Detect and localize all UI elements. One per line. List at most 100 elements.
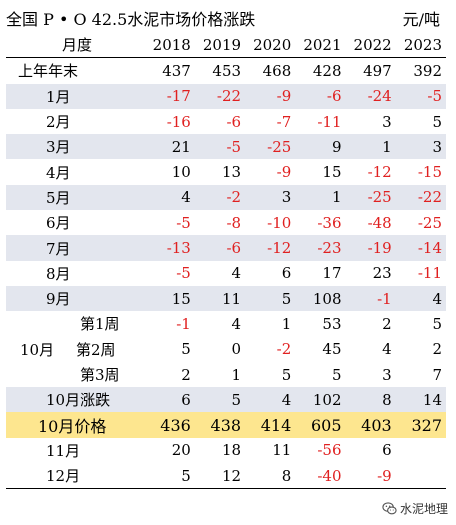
- value-cell: 6: [382, 441, 392, 460]
- value-cell: 12: [194, 463, 246, 490]
- row-label: 1月: [6, 83, 145, 109]
- value-cell: -11: [317, 112, 342, 131]
- value-cell: 1: [281, 314, 292, 333]
- value-cell: 6: [281, 264, 292, 283]
- value-cell: 11: [194, 285, 246, 312]
- value-cell: -12: [245, 235, 296, 261]
- value-cell: 53: [322, 314, 342, 333]
- value-cell: 9: [295, 134, 346, 160]
- table-row: 11月 20 18 11 -56 6: [6, 438, 446, 463]
- value-cell: 3: [245, 184, 296, 211]
- header-row: 月度 2018 2019 2020 2021 2022 2023: [6, 32, 446, 59]
- value-cell: -9: [245, 83, 296, 109]
- watermark: 水泥地理: [382, 500, 448, 517]
- value-cell: 4: [231, 264, 242, 283]
- value-cell: -5: [395, 83, 446, 109]
- table-row: 8月 -5 4 6 17 23 -11: [6, 261, 446, 286]
- table-row: 2月 -16 -6 -7 -11 3 5: [6, 109, 446, 134]
- row-label: 3月: [6, 134, 145, 160]
- year-header: 2018: [144, 32, 195, 59]
- value-cell: -23: [295, 235, 346, 261]
- year-header: 2023: [395, 32, 446, 59]
- value-cell: -48: [367, 213, 392, 232]
- row-label: 第1周: [80, 315, 120, 334]
- value-cell: 3: [395, 134, 446, 160]
- value-cell: 428: [312, 61, 342, 80]
- value-cell: 45: [322, 340, 342, 359]
- value-cell: 15: [144, 285, 195, 312]
- value-cell: [395, 463, 446, 490]
- value-cell: -6: [295, 83, 346, 109]
- value-cell: 0: [231, 340, 242, 359]
- value-cell: -25: [245, 134, 296, 160]
- table-title: 全国 P • O 42.5水泥市场价格涨跌: [6, 10, 256, 29]
- value-cell: -12: [367, 163, 392, 182]
- value-cell: 5: [144, 463, 195, 490]
- value-cell: 438: [194, 412, 246, 438]
- value-cell: 4: [144, 184, 195, 211]
- watermark-text: 水泥地理: [399, 502, 448, 516]
- value-cell: -5: [176, 264, 191, 283]
- row-label: 11月: [46, 441, 81, 460]
- table-row: 7月 -13 -6 -12 -23 -19 -14: [6, 235, 446, 261]
- value-cell: 392: [413, 61, 442, 80]
- month-column-header: 月度: [6, 32, 145, 59]
- value-cell: 1: [345, 134, 396, 160]
- value-cell: -25: [417, 213, 442, 232]
- value-cell: 13: [221, 163, 242, 182]
- unit-label: 元/吨: [402, 10, 440, 29]
- value-cell: 23: [372, 264, 392, 283]
- row-label: 第3周: [80, 366, 120, 384]
- value-cell: 4: [395, 285, 446, 312]
- value-cell: 2: [432, 340, 442, 359]
- value-cell: 2: [181, 365, 191, 384]
- value-cell: 1: [295, 184, 346, 211]
- wechat-icon: [382, 502, 397, 515]
- year-header: 2019: [194, 32, 246, 59]
- value-cell: -56: [317, 441, 342, 460]
- value-cell: 437: [162, 61, 191, 80]
- value-cell: 8: [245, 463, 296, 490]
- value-cell: -5: [176, 213, 191, 232]
- value-cell: 5: [432, 314, 442, 333]
- value-cell: 5: [281, 365, 292, 384]
- value-cell: 1: [231, 365, 242, 384]
- value-cell: -9: [345, 463, 396, 490]
- value-cell: 11: [272, 441, 292, 460]
- value-cell: 4: [245, 387, 296, 413]
- value-cell: 468: [262, 61, 292, 80]
- row-label: 10月价格: [6, 412, 145, 438]
- table-row: 上年年末 437 453 468 428 497 392: [6, 58, 446, 84]
- value-cell: 108: [295, 285, 346, 312]
- value-cell: -2: [194, 184, 246, 211]
- table-row: 12月 5 12 8 -40 -9: [6, 463, 446, 490]
- value-cell: 403: [345, 412, 396, 438]
- value-cell: -14: [395, 235, 446, 261]
- year-header: 2020: [245, 32, 296, 59]
- row-label: 10月涨跌: [6, 387, 145, 413]
- value-cell: 3: [382, 365, 392, 384]
- price-change-table: 月度 2018 2019 2020 2021 2022 2023 上年年末 437…: [6, 32, 446, 490]
- value-cell: 18: [221, 441, 242, 460]
- value-cell: 4: [382, 340, 392, 359]
- row-label: 2月: [46, 113, 71, 132]
- table-row: 4月 10 13 -9 15 -12 -15: [6, 159, 446, 184]
- value-cell: 14: [395, 387, 446, 413]
- value-cell: -10: [267, 213, 292, 232]
- year-header: 2022: [345, 32, 396, 59]
- value-cell: 4: [231, 314, 242, 333]
- year-header: 2021: [295, 32, 346, 59]
- value-cell: -6: [194, 235, 246, 261]
- value-cell: 7: [432, 365, 442, 384]
- table-row: 6月 -5 -8 -10 -36 -48 -25: [6, 210, 446, 235]
- value-cell: -40: [295, 463, 346, 490]
- value-cell: 497: [363, 61, 392, 80]
- value-cell: 15: [322, 163, 342, 182]
- value-cell: 5: [432, 112, 442, 131]
- row-label: 5月: [6, 184, 145, 211]
- value-cell: 102: [295, 387, 346, 413]
- table-row: 1月 -17 -22 -9 -6 -24 -5: [6, 83, 446, 109]
- value-cell: -24: [345, 83, 396, 109]
- table-row: 5月 4 -2 3 1 -25 -22: [6, 184, 446, 211]
- value-cell: -1: [176, 314, 191, 333]
